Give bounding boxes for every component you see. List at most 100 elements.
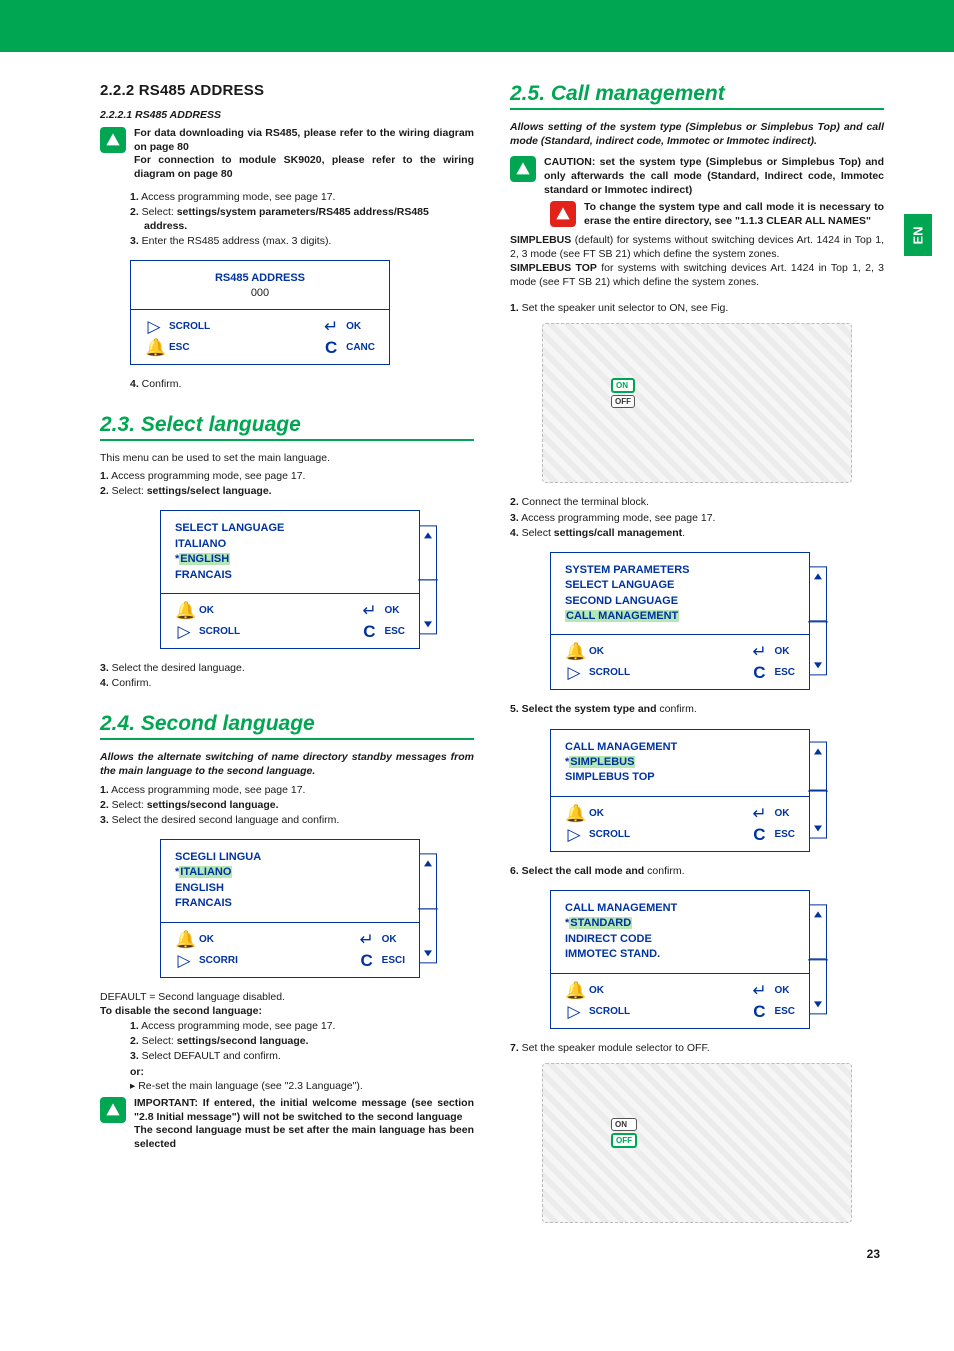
ui-label: OK xyxy=(774,808,789,819)
c-esc-icon: C xyxy=(750,826,768,843)
ui-esc-button[interactable]: 🔔ESC xyxy=(145,339,210,356)
ui-ok-button[interactable]: 🔔OK xyxy=(175,602,240,619)
ui-option-text: STANDARD xyxy=(569,917,632,929)
ui-scroll-button[interactable]: ▷SCROLL xyxy=(175,623,240,640)
ui-option-selected: CALL MANAGEMENT xyxy=(565,609,795,624)
ui-ok-button[interactable]: ↵OK xyxy=(750,982,795,999)
triangle-scroll-icon: ▷ xyxy=(175,623,193,640)
ui-esc-button[interactable]: CESCI xyxy=(358,952,405,969)
rocker-down-icon[interactable] xyxy=(809,790,827,839)
steps-23: 1. Access programming mode, see page 17.… xyxy=(100,469,474,498)
rocker-down-icon[interactable] xyxy=(419,908,437,963)
step-text: Access programming mode, see page 17. xyxy=(109,470,306,482)
ui-title: CALL MANAGEMENT xyxy=(565,901,795,916)
alert-erase-directory: To change the system type and call mode … xyxy=(550,201,884,228)
ui-ok-button[interactable]: ↵OK xyxy=(750,643,795,660)
rocker-up-icon[interactable] xyxy=(419,525,437,579)
bell-ok-icon: 🔔 xyxy=(565,643,583,660)
language-side-tab: EN xyxy=(904,214,932,256)
default-line: DEFAULT = Second language disabled. xyxy=(100,990,474,1004)
step-text: Access programming mode, see page 17. xyxy=(139,1020,336,1032)
ui-label: OK xyxy=(346,321,361,332)
para-bold: SIMPLEBUS TOP xyxy=(510,262,597,274)
step-text: Select: xyxy=(109,799,147,811)
scroll-rocker[interactable] xyxy=(419,854,437,963)
heading-23: 2.3. Select language xyxy=(100,413,474,441)
ui-ok-button[interactable]: 🔔OK xyxy=(175,931,238,948)
step-num: 4. xyxy=(130,378,139,390)
step: 5. Select the system type and confirm. xyxy=(510,702,884,716)
step-text-bold: settings/second language. xyxy=(147,799,279,811)
ui-option: SIMPLEBUS TOP xyxy=(565,770,795,785)
step: 2. Select: settings/system parameters/RS… xyxy=(130,205,474,233)
rocker-up-icon[interactable] xyxy=(809,742,827,790)
ui-option: ENGLISH xyxy=(175,881,405,896)
para-simplebus-top: SIMPLEBUS TOP for systems with switching… xyxy=(510,261,884,289)
ui-canc-button[interactable]: CCANC xyxy=(322,339,375,356)
step-text: Set the speaker module selector to OFF. xyxy=(519,1042,710,1054)
alert-icon xyxy=(510,156,536,182)
ui-scroll-button[interactable]: ▷SCROLL xyxy=(145,318,210,335)
c-esc-icon: C xyxy=(358,952,376,969)
rocker-down-icon[interactable] xyxy=(809,959,827,1014)
scroll-rocker[interactable] xyxy=(809,567,827,676)
ui-scroll-button[interactable]: ▷SCORRI xyxy=(175,952,238,969)
ui-label: ESC xyxy=(774,829,795,840)
step-text: Select xyxy=(519,527,554,539)
intro-24: Allows the alternate switching of name d… xyxy=(100,750,474,778)
ui-esc-button[interactable]: C ESC xyxy=(750,826,795,843)
intro-25: Allows setting of the system type (Simpl… xyxy=(510,120,884,148)
step-text: Select the desired second language and c… xyxy=(109,814,340,826)
rocker-up-icon[interactable] xyxy=(809,567,827,621)
ui-scroll-button[interactable]: ▷SCROLL xyxy=(565,1003,630,1020)
ui-esc-button[interactable]: CESC xyxy=(750,664,795,681)
ui-ok-button[interactable]: ↵OK xyxy=(358,931,405,948)
ui-scroll-button[interactable]: ▷SCROLL xyxy=(565,664,630,681)
step-text-bold: settings/select language. xyxy=(147,485,272,497)
enter-ok-icon: ↵ xyxy=(750,805,768,822)
ui-label: ESC xyxy=(169,342,190,353)
or-label: or: xyxy=(130,1065,474,1079)
step: 1. Access programming mode, see page 17. xyxy=(100,783,474,797)
ui-ok-button[interactable]: ↵ OK xyxy=(322,318,375,335)
ui-esc-button[interactable]: CESC xyxy=(360,623,405,640)
rocker-down-icon[interactable] xyxy=(809,621,827,676)
intro-23: This menu can be used to set the main la… xyxy=(100,451,474,465)
rocker-down-icon[interactable] xyxy=(419,579,437,634)
ui-ok-button[interactable]: ↵ OK xyxy=(750,805,795,822)
step: 4. Select settings/call management. xyxy=(510,526,884,540)
step: 1. Access programming mode, see page 17. xyxy=(130,190,474,204)
alert-rs485-wiring: For data downloading via RS485, please r… xyxy=(100,127,474,182)
ui-option-selected: *ITALIANO xyxy=(175,865,405,880)
rocker-up-icon[interactable] xyxy=(809,905,827,959)
ui-label: OK xyxy=(589,985,604,996)
rocker-up-icon[interactable] xyxy=(419,854,437,908)
ui-ok-button[interactable]: 🔔OK xyxy=(565,643,630,660)
triangle-scroll-icon: ▷ xyxy=(145,318,163,335)
ui-option: FRANCAIS xyxy=(175,568,405,583)
ui-esc-button[interactable]: CESC xyxy=(750,1003,795,1020)
scroll-rocker[interactable] xyxy=(809,742,827,839)
ui-panel-rs485: RS485 ADDRESS 000 ▷SCROLL 🔔ESC ↵OK CCANC xyxy=(130,260,390,364)
scroll-rocker[interactable] xyxy=(809,905,827,1014)
ui-scroll-button[interactable]: ▷SCROLL xyxy=(565,826,630,843)
ui-title: SCEGLI LINGUA xyxy=(175,850,405,865)
step-num: 2. xyxy=(510,496,519,508)
ui-ok-button[interactable]: 🔔OK xyxy=(565,982,630,999)
step-num: 5. xyxy=(510,703,519,715)
bell-ok-icon: 🔔 xyxy=(175,602,193,619)
ui-panel-call-type: CALL MANAGEMENT *SIMPLEBUS SIMPLEBUS TOP… xyxy=(550,729,810,852)
page-number: 23 xyxy=(867,1247,880,1261)
alert-line1: For data downloading via RS485, please r… xyxy=(134,127,474,153)
ui-ok-button[interactable]: ↵OK xyxy=(360,602,405,619)
para-simplebus: SIMPLEBUS (default) for systems without … xyxy=(510,233,884,261)
step: 3. Select DEFAULT and confirm. xyxy=(130,1049,474,1063)
ui-ok-button[interactable]: 🔔OK xyxy=(565,805,630,822)
ui-option-selected: *STANDARD xyxy=(565,916,795,931)
ui-label: OK xyxy=(589,808,604,819)
enter-ok-icon: ↵ xyxy=(322,318,340,335)
scroll-rocker[interactable] xyxy=(419,525,437,634)
step: 3. Select the desired second language an… xyxy=(100,813,474,827)
page-content: EN 2.2.2 RS485 ADDRESS 2.2.2.1 RS485 ADD… xyxy=(0,52,954,1275)
step: 4. Confirm. xyxy=(100,676,474,690)
